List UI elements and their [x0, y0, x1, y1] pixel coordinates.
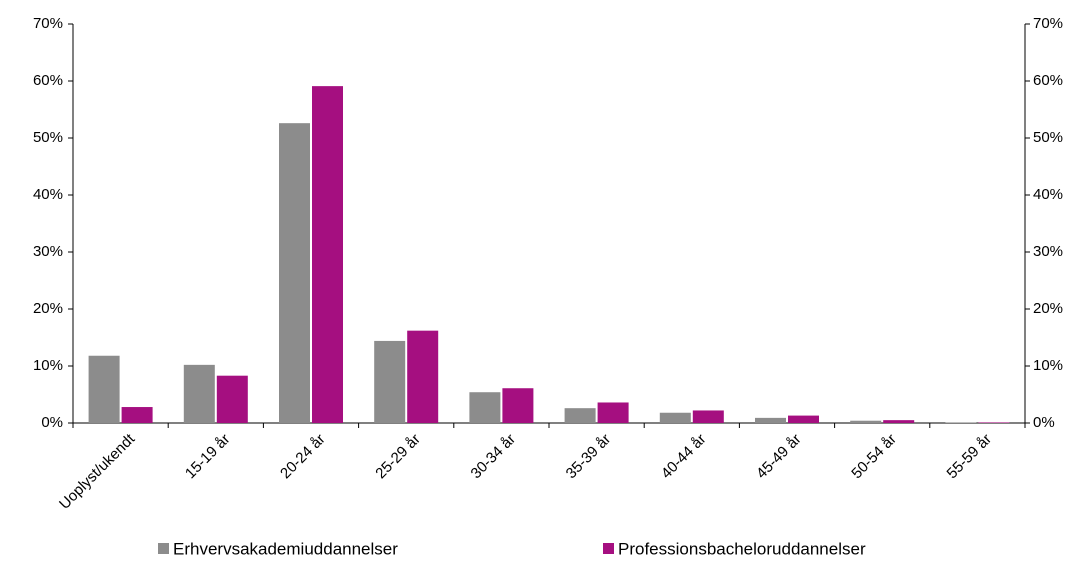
y-tick-label: 30% [33, 243, 63, 260]
y2-tick-label: 40% [1033, 186, 1063, 203]
bar [597, 402, 629, 423]
legend-swatch [603, 543, 614, 554]
y-tick-label: 60% [33, 72, 63, 89]
bar [88, 355, 120, 423]
bar [374, 340, 406, 423]
y-tick-label: 20% [33, 300, 63, 317]
bar [312, 86, 343, 423]
x-tick-label: 40-44 år [658, 431, 710, 483]
x-tick-label: 25-29 år [372, 431, 424, 483]
y2-tick-label: 20% [1033, 300, 1063, 317]
bar [788, 415, 819, 423]
bar [121, 407, 153, 423]
y-tick-label: 50% [33, 129, 63, 146]
bar [945, 422, 977, 423]
y-tick-label: 10% [33, 357, 63, 374]
x-tick-label: 45-49 år [753, 431, 805, 483]
legend-label: Erhvervsakademiuddannelser [173, 539, 398, 558]
y2-tick-label: 70% [1033, 15, 1063, 32]
x-tick-label: 15-19 år [182, 431, 234, 483]
legend-swatch [158, 543, 169, 554]
x-tick-label: 20-24 år [277, 431, 329, 483]
bar [978, 422, 1010, 423]
x-tick-label: 35-39 år [563, 431, 615, 483]
legend-label: Professionsbacheloruddannelser [618, 539, 866, 558]
bar [502, 388, 534, 423]
bar [850, 420, 882, 423]
x-tick-label: Uoplyst/ukendt [56, 430, 139, 513]
bar [755, 417, 786, 423]
y2-tick-label: 30% [1033, 243, 1063, 260]
bar [183, 364, 215, 423]
y2-tick-label: 50% [1033, 129, 1063, 146]
x-tick-label: 30-34 år [468, 431, 520, 483]
bar [469, 392, 501, 423]
y-tick-label: 0% [41, 414, 63, 431]
bar [659, 412, 691, 423]
y2-tick-label: 0% [1033, 414, 1055, 431]
bar [279, 123, 310, 424]
y-tick-label: 70% [33, 15, 63, 32]
y-tick-label: 40% [33, 186, 63, 203]
x-tick-label: 55-59 år [944, 431, 996, 483]
bar [692, 410, 724, 423]
y2-tick-label: 10% [1033, 357, 1063, 374]
bar [883, 420, 915, 423]
y2-tick-label: 60% [1033, 72, 1063, 89]
bar [564, 408, 596, 423]
x-tick-label: 50-54 år [848, 431, 900, 483]
bar [407, 330, 439, 423]
bar [216, 375, 248, 423]
